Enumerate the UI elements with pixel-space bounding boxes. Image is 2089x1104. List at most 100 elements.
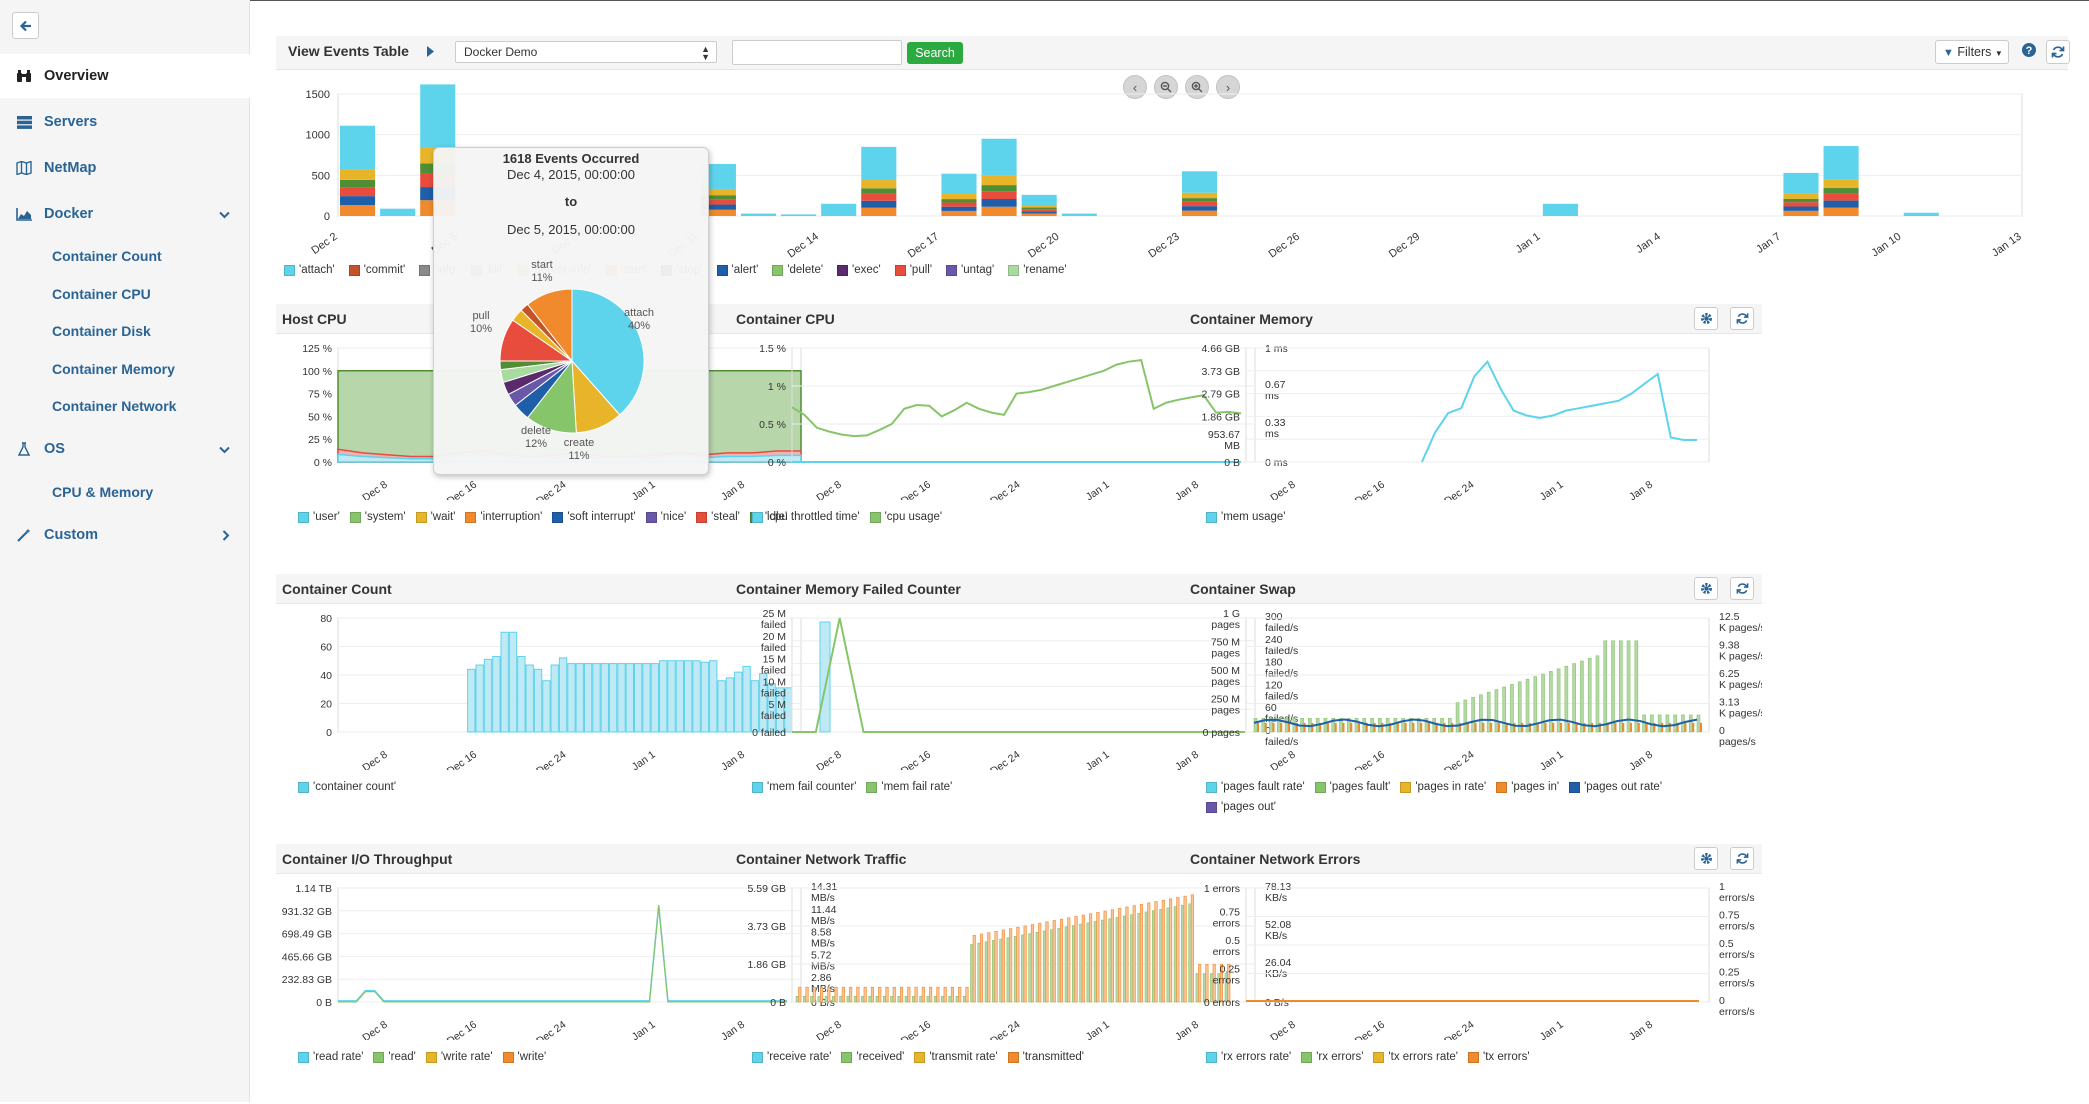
swap-bar <box>1339 718 1343 733</box>
pan-right-button[interactable]: › <box>1216 75 1240 99</box>
count-bar <box>717 680 726 733</box>
legend-item[interactable]: 'received' <box>841 1049 904 1066</box>
legend-item[interactable]: 'attach' <box>284 264 335 276</box>
legend-item[interactable]: 'system' <box>349 509 406 526</box>
legend-item[interactable]: 'cpu usage' <box>869 509 942 526</box>
sidebar-item-docker[interactable]: Docker <box>0 192 250 236</box>
collapse-sidebar-button[interactable] <box>12 12 39 39</box>
filters-dropdown[interactable]: ▼ Filters ▼ <box>1935 40 2009 64</box>
legend-item[interactable]: 'wait' <box>415 509 455 526</box>
legend-item[interactable]: 'cpu throttled time' <box>752 509 860 526</box>
sidebar-item-os[interactable]: OS <box>0 427 250 471</box>
zoom-out-button[interactable] <box>1154 75 1178 99</box>
legend-item[interactable]: 'read rate' <box>298 1049 363 1066</box>
legend-item[interactable]: 'pull' <box>894 264 932 276</box>
y-tick-label: 465.66 GB <box>282 951 332 963</box>
legend-item[interactable]: 'pages in rate' <box>1400 779 1486 796</box>
dashboard-select[interactable]: Docker Demo ▲ ▼ <box>455 41 717 63</box>
y-tick-label: 0 <box>324 211 330 223</box>
legend-item[interactable]: 'pages in' <box>1496 779 1559 796</box>
panel-refresh-button[interactable] <box>1730 577 1754 600</box>
legend-item[interactable]: 'steal' <box>696 509 740 526</box>
legend-item[interactable]: 'soft interrupt' <box>552 509 636 526</box>
sidebar-item-custom[interactable]: Custom <box>0 513 250 557</box>
y2-tick-label: K pages/s <box>1719 651 1762 663</box>
sidebar-item-label: OS <box>44 441 65 457</box>
legend-item[interactable]: 'transmitted' <box>1007 1049 1084 1066</box>
pan-left-button[interactable]: ‹ <box>1123 75 1147 99</box>
legend-item[interactable]: 'pages fault rate' <box>1206 779 1305 796</box>
event-bar-segment <box>1021 209 1057 212</box>
panel-refresh-button[interactable] <box>1730 847 1754 870</box>
panel-refresh-button[interactable] <box>1730 307 1754 330</box>
panel-chart[interactable]: 1.14 TB 931.32 GB 698.49 GB 465.66 GB 232.83… <box>276 880 854 1040</box>
legend-item[interactable]: 'write' <box>502 1049 546 1066</box>
caret-right-icon[interactable] <box>427 45 434 60</box>
legend-item[interactable]: 'untag' <box>946 264 994 276</box>
x-tick-label: Dec 16 <box>899 1019 933 1040</box>
panel-title: Host CPU <box>282 311 347 327</box>
count-bar <box>775 687 785 733</box>
sidebar-subitem-container-memory[interactable]: Container Memory <box>52 361 175 377</box>
sidebar-subitem-container-disk[interactable]: Container Disk <box>52 323 151 339</box>
legend-item[interactable]: 'rx errors' <box>1301 1049 1363 1066</box>
sidebar-item-overview[interactable]: Overview <box>0 54 250 98</box>
y2-tick-label: errors/s <box>1719 921 1755 933</box>
legend-item[interactable]: 'rx errors rate' <box>1206 1049 1291 1066</box>
legend-item[interactable]: 'exec' <box>837 264 881 276</box>
sidebar-subitem-container-count[interactable]: Container Count <box>52 248 162 264</box>
swap-bar-in <box>1396 722 1399 732</box>
view-events-table-link[interactable]: View Events Table <box>288 43 409 59</box>
legend-item[interactable]: 'transmit rate' <box>914 1049 998 1066</box>
search-button[interactable]: Search <box>907 42 963 64</box>
legend-item[interactable]: 'tx errors rate' <box>1373 1049 1458 1066</box>
event-bar <box>740 213 777 216</box>
event-bar-segment <box>1182 198 1218 202</box>
x-tick-label: Dec 29 <box>1387 231 1422 261</box>
legend-item[interactable]: 'pages fault' <box>1314 779 1390 796</box>
legend-item[interactable]: 'pages out rate' <box>1569 779 1662 796</box>
panel-chart[interactable]: 5.59 GB3.73 GB1.86 GB0 B78.13KB/s52.08KB… <box>730 880 1308 1040</box>
legend-item[interactable]: 'alert' <box>716 264 758 276</box>
legend-item[interactable]: 'pages out' <box>1206 799 1276 816</box>
legend-item[interactable]: 'write rate' <box>425 1049 493 1066</box>
help-icon[interactable]: ? <box>2021 42 2037 61</box>
legend-item[interactable]: 'container count' <box>298 779 396 796</box>
legend-item[interactable]: 'delete' <box>772 264 823 276</box>
legend-item[interactable]: 'receive rate' <box>752 1049 831 1066</box>
legend-item[interactable]: 'mem usage' <box>1206 509 1285 526</box>
legend-item[interactable]: 'mem fail counter' <box>752 779 856 796</box>
legend-swatch <box>298 1052 309 1063</box>
search-input[interactable] <box>732 40 902 65</box>
legend-item[interactable]: 'interruption' <box>465 509 542 526</box>
legend-item[interactable]: 'commit' <box>348 264 405 276</box>
legend-item[interactable]: 'read' <box>373 1049 416 1066</box>
swap-bar-in <box>1373 722 1376 732</box>
select-arrows-icon: ▲ ▼ <box>701 44 710 62</box>
zoom-in-button[interactable] <box>1185 75 1209 99</box>
panel-settings-button[interactable] <box>1694 577 1718 600</box>
sidebar-item-netmap[interactable]: NetMap <box>0 146 250 190</box>
sidebar-subitem-container-cpu[interactable]: Container CPU <box>52 286 151 302</box>
y2-tick-label: 11.44 <box>811 904 837 916</box>
refresh-events-button[interactable] <box>2046 40 2070 64</box>
panel-settings-button[interactable] <box>1694 307 1718 330</box>
legend-item[interactable]: 'user' <box>298 509 340 526</box>
legend-item[interactable]: 'tx errors' <box>1468 1049 1530 1066</box>
sidebar-subitem-container-network[interactable]: Container Network <box>52 398 177 414</box>
legend-item[interactable]: 'mem fail rate' <box>866 779 952 796</box>
sidebar-item-servers[interactable]: Servers <box>0 100 250 144</box>
legend-item[interactable]: 'rename' <box>1008 264 1067 276</box>
panel-header: Container Swap <box>1184 574 1762 604</box>
legend-item[interactable]: 'nice' <box>645 509 686 526</box>
panel-settings-button[interactable] <box>1694 847 1718 870</box>
x-tick-label: Dec 24 <box>1442 749 1476 770</box>
sidebar-subitem-cpu-memory[interactable]: CPU & Memory <box>52 484 154 500</box>
panel-title: Container I/O Throughput <box>282 851 453 867</box>
